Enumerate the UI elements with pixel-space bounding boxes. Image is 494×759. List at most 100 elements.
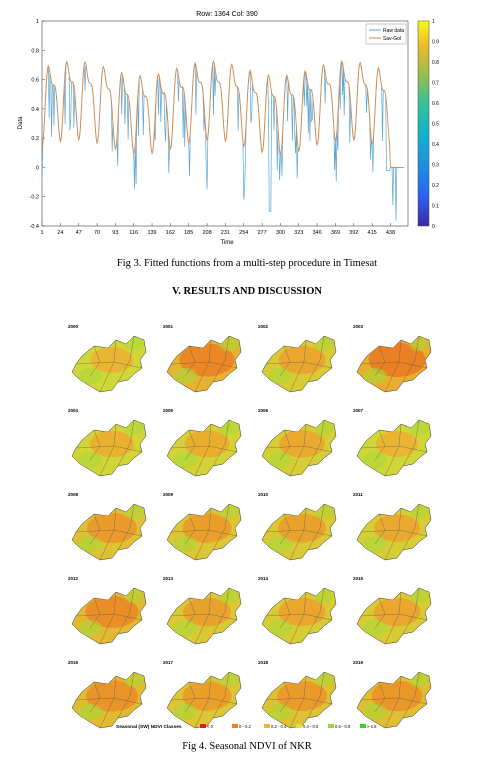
ndvi-map-2014: 2014 (258, 576, 337, 645)
y-tick-label: 0 (36, 165, 39, 171)
ndvi-legend: Seasonal (SW) NDVI Classes < 0 0 - 0.2 0.2… (116, 724, 377, 730)
map-year-label: 2002 (258, 324, 269, 329)
ndvi-map-2009: 2009 (163, 492, 242, 561)
legend-class-label: 0.4 - 0.6 (303, 724, 319, 729)
ndvi-map-2005: 2005 (163, 408, 242, 477)
ndvi-map-2010: 2010 (258, 492, 337, 561)
colorbar-ticks: 0 0.1 0.2 0.3 0.4 0.5 0.6 0.7 0.8 0.9 1 (432, 19, 439, 230)
x-tick-label: 70 (94, 230, 100, 236)
x-axis-label: Time (220, 240, 234, 246)
map-year-label: 2000 (68, 324, 79, 329)
plot-frame (41, 20, 409, 227)
y-tick-label: 0.8 (31, 48, 39, 54)
ndvi-map-2016: 2016 (68, 660, 147, 729)
map-year-label: 2001 (163, 324, 174, 329)
x-tick-label: 47 (76, 230, 82, 236)
ndvi-map-grid: 2000 2001 2002 2003 2004 2005 2006 2007 2008 2009… (68, 324, 432, 730)
map-year-label: 2010 (258, 492, 269, 497)
legend-swatch (360, 724, 366, 728)
map-year-label: 2007 (353, 408, 364, 413)
x-tick-label: 277 (257, 230, 266, 236)
colorbar-tick-label: 0.5 (432, 122, 439, 128)
x-tick-label: 323 (294, 230, 303, 236)
legend-class-label: 0 - 0.2 (239, 724, 252, 729)
x-tick-label: 24 (57, 230, 63, 236)
colorbar-tick-label: 0.1 (432, 204, 439, 210)
x-tick-label: 1 (40, 230, 43, 236)
chart-title: Row: 1364 Col: 390 (196, 11, 258, 18)
legend-raw-data: Raw data (383, 28, 404, 34)
figure-3-caption: Fig 3. Fitted functions from a multi-ste… (116, 258, 378, 269)
map-year-label: 2016 (68, 660, 79, 665)
legend-swatch (328, 724, 334, 728)
map-year-label: 2019 (353, 660, 364, 665)
x-tick-label: 254 (239, 230, 248, 236)
ndvi-map-2017: 2017 (163, 660, 242, 729)
map-year-label: 2014 (258, 576, 269, 581)
x-tick-label: 392 (349, 230, 358, 236)
map-year-label: 2006 (258, 408, 269, 413)
y-tick-label: -0.2 (30, 195, 39, 201)
ndvi-map-2002: 2002 (258, 324, 337, 393)
series-sav-gol (41, 59, 405, 168)
x-tick-label: 300 (276, 230, 285, 236)
map-year-label: 2013 (163, 576, 174, 581)
map-year-label: 2011 (353, 492, 363, 497)
map-year-label: 2018 (258, 660, 269, 665)
y-axis-ticks: -0.4 -0.2 0 0.2 0.4 0.6 0.8 1 (30, 19, 45, 230)
ndvi-map-2013: 2013 (163, 576, 242, 645)
legend-class-label: > 0.8 (367, 724, 377, 729)
colorbar-tick-label: 1 (432, 19, 435, 25)
x-tick-label: 415 (368, 230, 377, 236)
legend-sav-gol: Sav-Gol (383, 36, 401, 42)
map-year-label: 2017 (163, 660, 174, 665)
ndvi-map-2012: 2012 (68, 576, 147, 645)
ndvi-map-2004: 2004 (68, 408, 147, 477)
colorbar-tick-label: 0.8 (432, 60, 439, 66)
map-year-label: 2012 (68, 576, 79, 581)
x-tick-label: 231 (221, 230, 230, 236)
ndvi-map-2015: 2015 (353, 576, 432, 645)
figure-4-caption: Fig 4. Seasonal NDVI of NKR (182, 741, 312, 752)
x-tick-label: 208 (202, 230, 211, 236)
map-year-label: 2008 (68, 492, 79, 497)
y-tick-label: -0.4 (30, 224, 39, 230)
timesat-fit-chart: Row: 1364 Col: 390 -0.4 -0.2 0 0.2 0.4 0.6 0.8… (18, 11, 439, 246)
y-tick-label: 0.6 (31, 78, 39, 84)
ndvi-map-2011: 2011 (353, 492, 432, 561)
ndvi-map-2008: 2008 (68, 492, 147, 561)
y-tick-label: 0.2 (31, 136, 39, 142)
y-tick-label: 1 (36, 19, 39, 25)
x-tick-label: 438 (386, 230, 395, 236)
ndvi-map-2018: 2018 (258, 660, 337, 729)
legend-swatch (232, 724, 238, 728)
ndvi-map-2001: 2001 (163, 324, 242, 393)
map-year-label: 2003 (353, 324, 364, 329)
chart-series (41, 59, 405, 221)
colorbar-tick-label: 0.6 (432, 101, 439, 107)
x-tick-label: 139 (147, 230, 156, 236)
y-axis-label: Data (18, 116, 24, 129)
legend-class-label: < 0 (207, 724, 214, 729)
ndvi-map-2006: 2006 (258, 408, 337, 477)
section-heading: V. RESULTS AND DISCUSSION (172, 286, 322, 297)
x-axis-ticks: 1 24 47 70 93 116 139 162 185 208 231 254 277 300 323 3… (40, 223, 395, 236)
x-tick-label: 93 (112, 230, 118, 236)
colorbar-tick-label: 0.2 (432, 183, 439, 189)
colorbar-tick-label: 0.9 (432, 40, 439, 46)
y-tick-label: 0.4 (31, 107, 39, 113)
map-year-label: 2009 (163, 492, 174, 497)
ndvi-map-2000: 2000 (68, 324, 147, 393)
legend-swatch (200, 724, 206, 728)
legend-class-label: 0.2 - 0.4 (271, 724, 287, 729)
x-tick-label: 116 (129, 230, 138, 236)
x-tick-label: 369 (331, 230, 340, 236)
map-year-label: 2005 (163, 408, 174, 413)
map-year-label: 2004 (68, 408, 79, 413)
ndvi-legend-title: Seasonal (SW) NDVI Classes (116, 724, 182, 730)
colorbar-tick-label: 0.7 (432, 81, 439, 87)
ndvi-map-2007: 2007 (353, 408, 432, 477)
x-tick-label: 162 (166, 230, 175, 236)
colorbar-tick-label: 0.4 (432, 142, 439, 148)
colorbar (417, 20, 430, 227)
